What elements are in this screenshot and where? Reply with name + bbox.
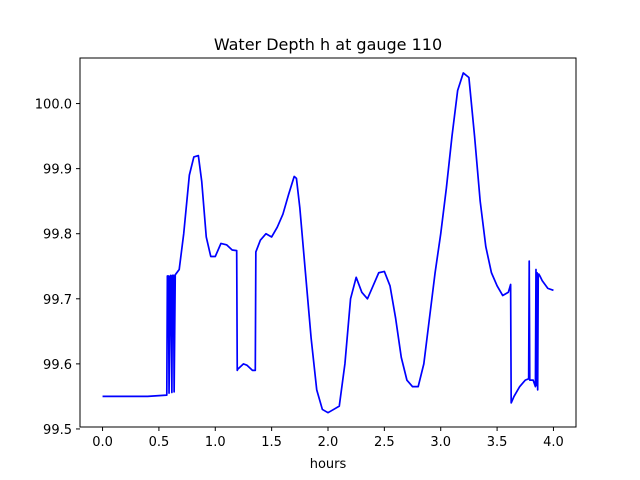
y-tick-label: 99.8 xyxy=(43,228,72,243)
y-tick-label: 100.0 xyxy=(35,98,72,113)
series-line-1 xyxy=(102,72,554,414)
x-tick-label: 2.0 xyxy=(318,435,339,450)
y-tick-label: 99.9 xyxy=(43,163,72,178)
y-tick-label: 99.5 xyxy=(43,423,72,438)
y-tick-label: 99.6 xyxy=(43,358,72,373)
x-tick-label: 0.5 xyxy=(149,435,170,450)
y-axis: 99.5 99.6 99.7 99.8 99.9 100.0 xyxy=(35,98,80,438)
x-tick-label: 2.5 xyxy=(374,435,395,450)
x-tick-label: 1.5 xyxy=(261,435,282,450)
x-tick-label: 4.0 xyxy=(543,435,564,450)
x-axis-label: hours xyxy=(310,457,347,472)
x-tick-label: 3.5 xyxy=(487,435,508,450)
x-tick-label: 0.0 xyxy=(92,435,113,450)
chart-title: Water Depth h at gauge 110 xyxy=(214,35,442,54)
x-axis: 0.0 0.5 1.0 1.5 2.0 2.5 3.0 3.5 4.0 xyxy=(92,427,564,450)
y-tick-label: 99.7 xyxy=(43,293,72,308)
x-tick-label: 1.0 xyxy=(205,435,226,450)
x-tick-label: 3.0 xyxy=(430,435,451,450)
